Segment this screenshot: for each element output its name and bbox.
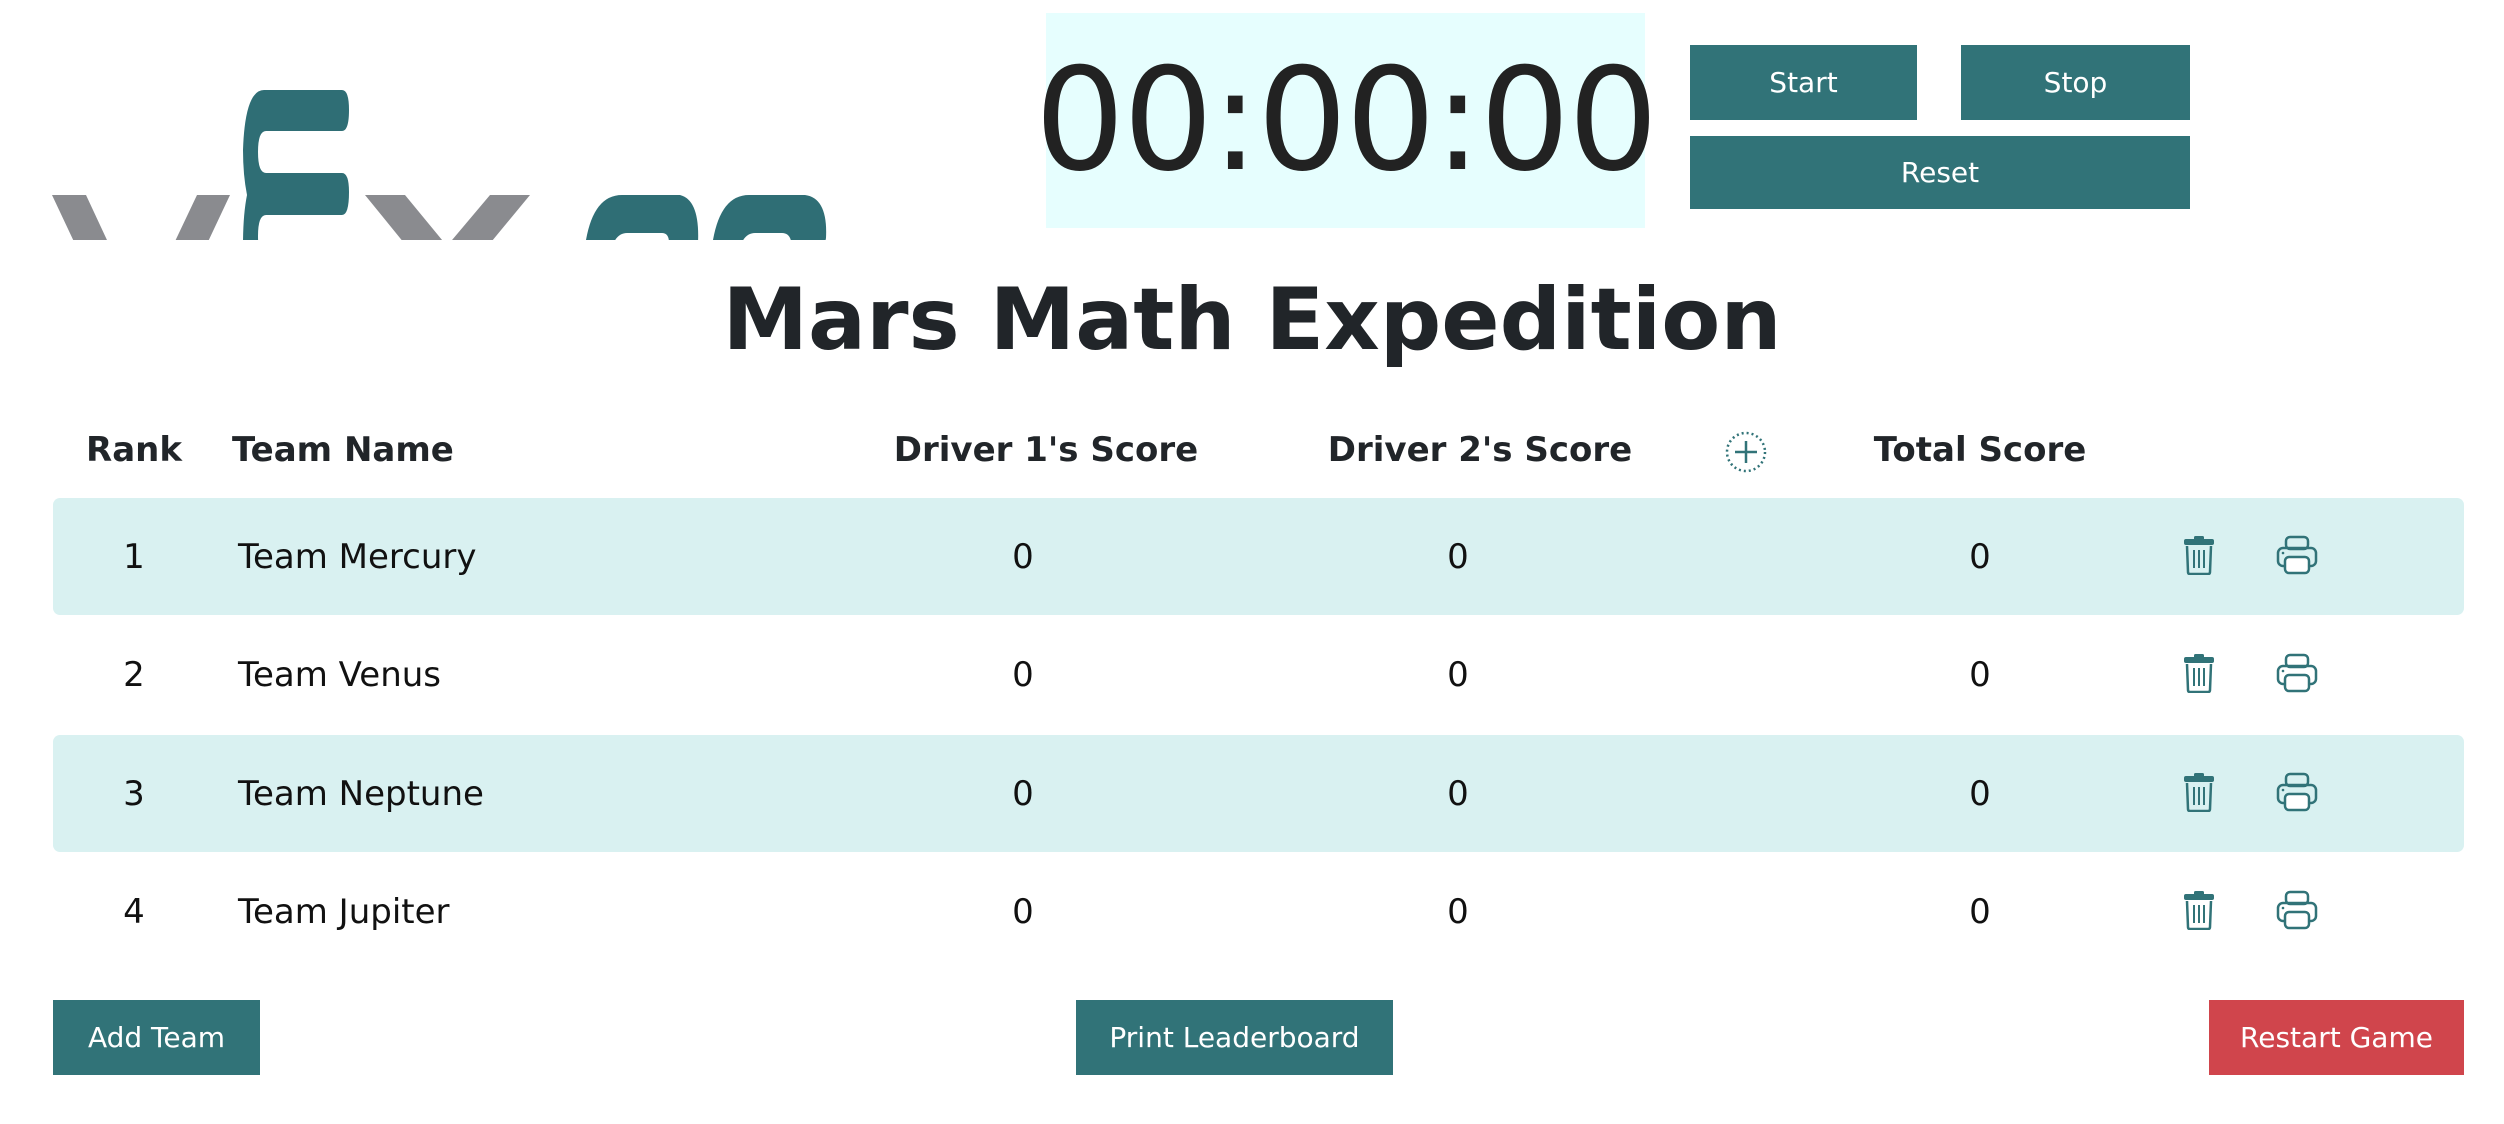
- driver2-score-cell[interactable]: 0: [1447, 773, 1469, 814]
- delete-team-trash-icon[interactable]: [2182, 535, 2216, 579]
- print-team-printer-icon[interactable]: [2276, 772, 2318, 816]
- header-team-name: Team Name: [232, 430, 454, 470]
- reset-button[interactable]: Reset: [1690, 136, 2190, 209]
- header-driver1-score: Driver 1's Score: [893, 430, 1199, 470]
- stop-button[interactable]: Stop: [1961, 45, 2190, 120]
- table-row: 1 Team Mercury 0 0 0: [53, 498, 2464, 615]
- print-leaderboard-button[interactable]: Print Leaderboard: [1076, 1000, 1393, 1075]
- delete-team-trash-icon[interactable]: [2182, 772, 2216, 816]
- start-button[interactable]: Start: [1690, 45, 1917, 120]
- driver2-score-cell[interactable]: 0: [1447, 892, 1469, 932]
- driver1-score-cell[interactable]: 0: [1012, 773, 1034, 814]
- header-total-score: Total Score: [1873, 430, 2087, 470]
- print-team-printer-icon[interactable]: [2276, 890, 2318, 934]
- rank-cell: 4: [123, 892, 145, 932]
- rank-cell: 1: [123, 536, 145, 577]
- team-name-cell[interactable]: Team Neptune: [238, 773, 484, 814]
- table-row: 3 Team Neptune 0 0 0: [53, 735, 2464, 852]
- team-name-cell[interactable]: Team Mercury: [238, 536, 477, 577]
- add-team-button[interactable]: Add Team: [53, 1000, 260, 1075]
- add-column-plus-circle-icon[interactable]: [1724, 430, 1768, 474]
- print-team-printer-icon[interactable]: [2276, 535, 2318, 579]
- page-title: Mars Math Expedition: [722, 270, 1782, 370]
- vex-go-logo: [52, 90, 827, 240]
- driver1-score-cell[interactable]: 0: [1012, 536, 1034, 577]
- print-team-printer-icon[interactable]: [2276, 653, 2318, 697]
- restart-game-button[interactable]: Restart Game: [2209, 1000, 2464, 1075]
- driver2-score-cell[interactable]: 0: [1447, 536, 1469, 577]
- team-name-cell[interactable]: Team Jupiter: [238, 892, 450, 932]
- driver1-score-cell[interactable]: 0: [1012, 892, 1034, 932]
- delete-team-trash-icon[interactable]: [2182, 890, 2216, 934]
- driver1-score-cell[interactable]: 0: [1012, 655, 1034, 695]
- rank-cell: 3: [123, 773, 145, 814]
- table-row: 2 Team Venus 0 0 0: [53, 617, 2464, 734]
- header-rank: Rank: [86, 430, 182, 470]
- total-score-cell: 0: [1969, 773, 1991, 814]
- total-score-cell: 0: [1969, 892, 1991, 932]
- header-driver2-score: Driver 2's Score: [1327, 430, 1633, 470]
- total-score-cell: 0: [1969, 536, 1991, 577]
- rank-cell: 2: [123, 655, 145, 695]
- driver2-score-cell[interactable]: 0: [1447, 655, 1469, 695]
- table-row: 4 Team Jupiter 0 0 0: [53, 854, 2464, 971]
- delete-team-trash-icon[interactable]: [2182, 653, 2216, 697]
- team-name-cell[interactable]: Team Venus: [238, 655, 442, 695]
- total-score-cell: 0: [1969, 655, 1991, 695]
- timer-display: 00:00:00: [1035, 13, 1658, 228]
